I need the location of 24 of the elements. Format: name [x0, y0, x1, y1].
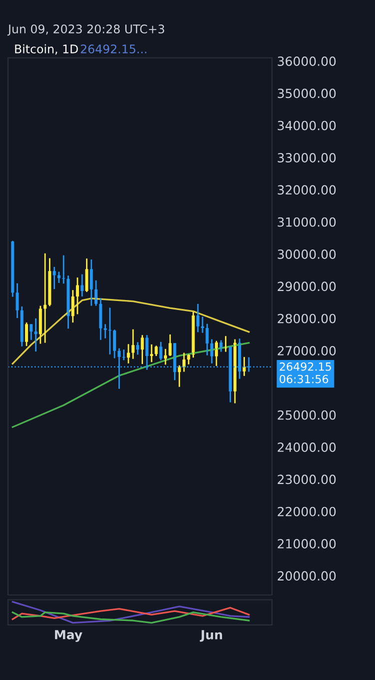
text: 26492.15...: [80, 44, 146, 54]
line-series: [12, 298, 250, 365]
y-tick-label: 20000.00: [278, 571, 336, 581]
text: Jun 09, 2023 20:28 UTC+3: [7, 24, 164, 36]
x-tick-label: May: [55, 630, 82, 642]
chart-title: Bitcoin, 1D: [15, 44, 78, 55]
y-tick-label: 33000.00: [278, 152, 336, 162]
y-tick-label: 21000.00: [278, 539, 336, 548]
y-tick-label: 35000.00: [278, 88, 336, 98]
y-tick-label: 36000.00: [278, 56, 336, 66]
y-tick-label: 25000.00: [278, 410, 336, 420]
y-tick-label: 28000.00: [278, 314, 336, 324]
y-tick-label: 32000.00: [278, 185, 336, 195]
y-tick-label: 30000.00: [278, 249, 336, 259]
y-tick-label: 22000.00: [278, 506, 336, 516]
y-tick-label: 31000.00: [278, 217, 336, 227]
y-tick-label: 24000.00: [278, 442, 336, 452]
y-tick-label: 27000.00: [278, 346, 336, 356]
y-tick-label: 29000.00: [278, 282, 336, 292]
y-tick-label: 23000.00: [278, 474, 336, 484]
line-series: [12, 342, 250, 428]
ref-line-label: 26492.15 06:31:56: [280, 362, 331, 384]
x-tick-label: Jun: [200, 630, 222, 642]
y-tick-label: 34000.00: [278, 120, 336, 130]
